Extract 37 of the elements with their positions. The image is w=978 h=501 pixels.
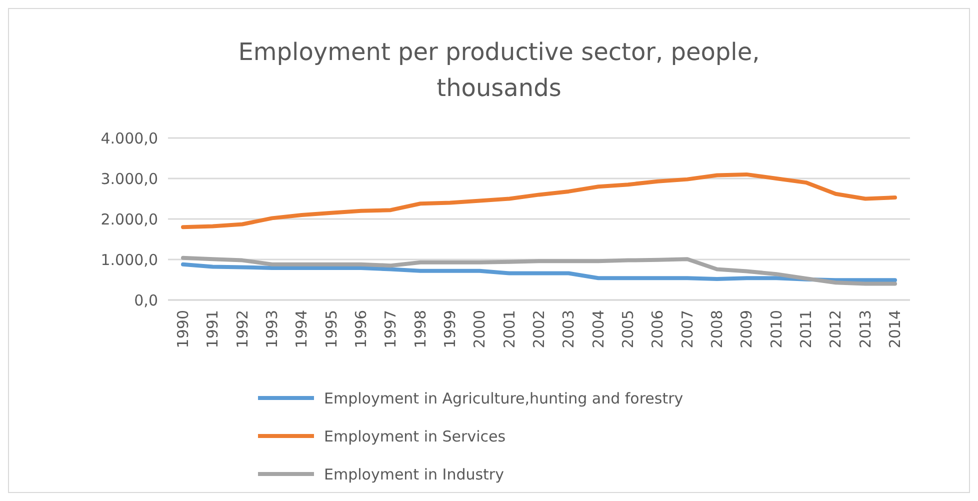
x-tick-label: 2003 — [560, 310, 578, 348]
x-tick-label: 1990 — [174, 310, 192, 348]
legend-label: Employment in Industry — [324, 465, 504, 484]
x-tick-label: 1998 — [411, 310, 430, 348]
x-tick-label: 1996 — [352, 310, 370, 348]
legend-label: Employment in Services — [324, 427, 506, 446]
x-tick-label: 2014 — [886, 310, 904, 348]
x-tick-label: 2000 — [470, 310, 489, 348]
x-tick-label: 2013 — [856, 310, 874, 348]
line-series — [181, 256, 897, 286]
y-tick-label: 2.000,0 — [100, 210, 158, 228]
x-tick-label: 2011 — [797, 310, 815, 348]
x-tick-label: 1993 — [263, 310, 281, 348]
x-tick-label: 2010 — [767, 310, 786, 348]
x-tick-label: 2004 — [589, 310, 608, 348]
x-tick-label: 2001 — [500, 310, 518, 348]
x-tick-label: 2005 — [619, 310, 637, 348]
x-tick-label: 1992 — [233, 310, 252, 348]
x-tick-label: 1991 — [204, 310, 222, 348]
y-tick-label: 3.000,0 — [100, 170, 158, 188]
x-tick-label: 2006 — [648, 310, 667, 348]
legend-label: Employment in Agriculture,hunting and forestry — [324, 389, 684, 408]
line-series — [181, 262, 897, 282]
y-tick-label: 1.000,0 — [100, 250, 158, 269]
y-tick-label: 4.000,0 — [100, 129, 158, 148]
chart-title: Employment per productive sector, people, thousands — [238, 38, 760, 102]
x-tick-label: 1995 — [322, 310, 340, 348]
line-series — [181, 172, 897, 230]
x-tick-label: 2007 — [678, 310, 696, 348]
x-tick-label: 2008 — [708, 310, 726, 348]
x-tick-label: 2012 — [826, 310, 845, 348]
x-tick-label: 1999 — [441, 310, 459, 348]
x-tick-label: 1994 — [292, 310, 311, 348]
x-tick-label: 2009 — [738, 310, 756, 348]
x-tick-label: 1997 — [382, 310, 400, 348]
y-tick-label: 0,0 — [134, 291, 158, 310]
x-tick-label: 2002 — [530, 310, 548, 348]
